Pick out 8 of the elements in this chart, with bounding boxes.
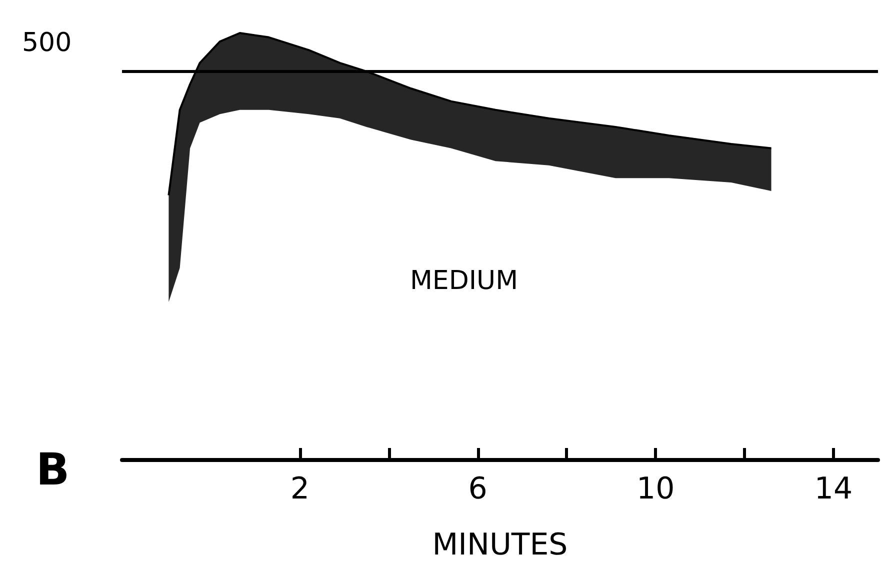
x-tick-label: 6 [468, 472, 488, 506]
x-tick-label: 2 [290, 472, 310, 506]
text: B [36, 444, 70, 496]
text: 500 [22, 28, 72, 58]
x-tick-label: 14 [814, 472, 853, 506]
annotation: MEDIUM [410, 266, 518, 296]
x-axis-title: MINUTES [432, 528, 568, 562]
x-tick-label: 10 [636, 472, 675, 506]
